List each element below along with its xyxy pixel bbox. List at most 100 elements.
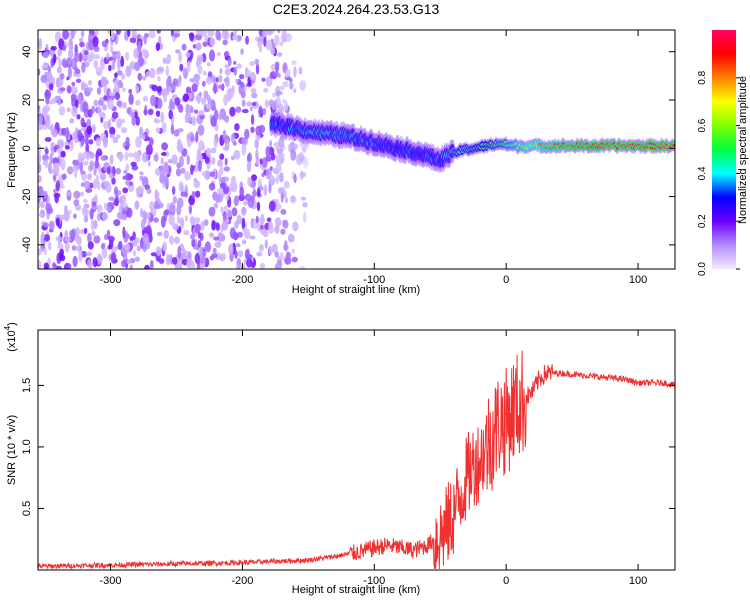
noise-cell (197, 124, 205, 136)
noise-cell (249, 71, 256, 81)
noise-cell (111, 111, 119, 119)
noise-cell (300, 196, 307, 201)
noise-cell (73, 199, 80, 207)
noise-cell (251, 92, 258, 99)
top-y-tick-label: -40 (21, 237, 33, 253)
noise-cell (115, 168, 121, 175)
noise-cell (120, 118, 126, 124)
noise-cell (77, 152, 83, 164)
noise-cell (91, 230, 96, 237)
spectrogram-ridge (269, 110, 675, 173)
noise-cell (48, 83, 54, 91)
noise-cell (73, 190, 81, 199)
noise-cell (143, 109, 148, 116)
noise-cell (93, 166, 97, 176)
snr-frame (37, 329, 676, 571)
noise-cell (200, 97, 207, 103)
noise-cell (151, 84, 159, 92)
noise-cell (69, 118, 75, 124)
noise-cell (224, 157, 228, 166)
noise-cell (230, 175, 237, 184)
noise-cell (79, 191, 84, 197)
noise-cell (181, 148, 188, 157)
noise-cell (97, 253, 102, 265)
noise-cell (134, 111, 138, 119)
noise-cell (150, 94, 157, 107)
noise-cell (284, 182, 290, 189)
noise-cell (265, 75, 273, 87)
noise-cell (53, 192, 61, 199)
noise-cell (284, 100, 288, 112)
colorbar-tick-label: 0.0 (697, 262, 708, 276)
noise-cell (100, 155, 107, 162)
noise-cell (100, 243, 105, 250)
noise-cell (109, 154, 114, 165)
bottom-x-tick-label: -200 (231, 575, 253, 587)
noise-cell (263, 184, 268, 197)
noise-cell (137, 72, 143, 81)
noise-cell (135, 116, 140, 126)
noise-cell (113, 198, 119, 206)
noise-cell (236, 264, 240, 269)
noise-cell (232, 34, 238, 41)
noise-cell (169, 202, 176, 214)
noise-cell (115, 30, 122, 36)
noise-cell (78, 250, 83, 262)
noise-cell (157, 76, 161, 82)
noise-cell (223, 205, 229, 212)
noise-cell (160, 215, 166, 228)
noise-cell (160, 111, 165, 124)
noise-cell (97, 99, 104, 106)
top-y-tick-label: 40 (21, 46, 33, 58)
noise-cell (94, 159, 100, 169)
noise-cell (74, 160, 80, 166)
noise-cell (139, 171, 144, 176)
noise-cell (61, 173, 67, 180)
noise-cell (238, 84, 244, 95)
noise-cell (202, 41, 208, 47)
noise-cell (278, 137, 285, 148)
noise-cell (58, 106, 66, 116)
noise-cell (202, 70, 207, 76)
noise-cell (51, 128, 58, 138)
noise-cell (274, 34, 280, 46)
noise-cell (45, 95, 50, 105)
noise-cell (260, 224, 264, 230)
noise-cell (234, 220, 239, 229)
noise-cell (249, 235, 256, 240)
noise-cell (73, 234, 81, 242)
noise-cell (124, 243, 131, 252)
noise-cell (224, 138, 230, 151)
noise-cell (229, 227, 236, 239)
noise-cell (161, 142, 169, 151)
noise-cell (275, 61, 280, 73)
noise-cell (96, 87, 102, 95)
noise-cell (108, 235, 115, 243)
noise-cell (127, 30, 131, 37)
noise-cell (194, 223, 201, 234)
noise-cell (196, 30, 203, 36)
noise-cell (228, 56, 232, 67)
noise-cell (205, 147, 211, 157)
noise-cell (71, 30, 75, 39)
noise-cell (270, 152, 276, 161)
noise-cell (125, 136, 130, 146)
noise-cell (277, 187, 284, 194)
colorbar-tick-label: 0.4 (697, 166, 708, 180)
noise-cell (283, 240, 288, 252)
noise-cell (143, 32, 147, 45)
noise-cell (204, 156, 210, 164)
y-scale-multiplier: (x104) (3, 322, 18, 352)
noise-cell (179, 217, 185, 229)
noise-cell (38, 260, 42, 269)
noise-cell (63, 210, 70, 222)
noise-cell (93, 235, 101, 244)
noise-cell (110, 30, 115, 41)
noise-cell (161, 88, 168, 97)
noise-cell (134, 256, 140, 262)
noise-cell (125, 163, 130, 173)
noise-cell (221, 30, 228, 40)
noise-cell (96, 204, 103, 214)
noise-cell (259, 244, 264, 252)
